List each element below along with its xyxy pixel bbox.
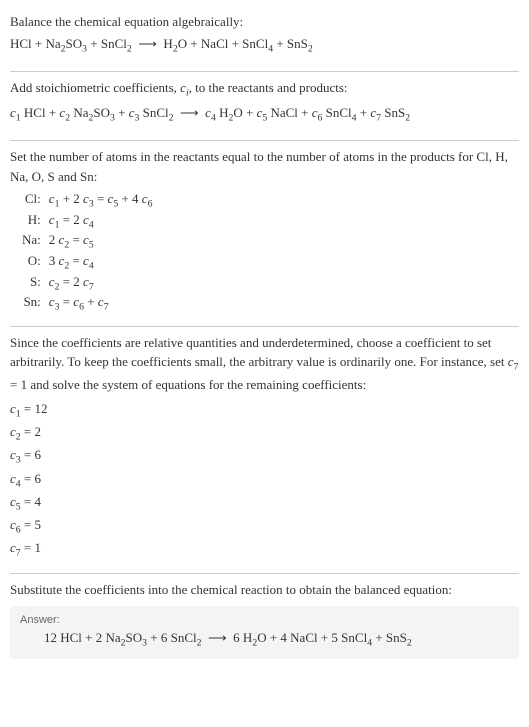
table-row: O:3 c2 = c4 [18,252,156,273]
section-solve: Since the coefficients are relative quan… [10,329,519,572]
element-equation: 2 c2 = c5 [45,231,157,252]
atoms-text: Set the number of atoms in the reactants… [10,147,519,186]
divider [10,573,519,574]
divider [10,71,519,72]
stoich-text: Add stoichiometric coefficients, ci, to … [10,78,519,101]
coeff-line: c2 = 2 [10,422,519,445]
section-answer: Substitute the coefficients into the che… [10,576,519,668]
coeff-line: c3 = 6 [10,445,519,468]
divider [10,326,519,327]
answer-box: Answer: 12 HCl + 2 Na2SO3 + 6 SnCl2 ⟶ 6 … [10,606,519,659]
element-equation: c1 = 2 c4 [45,211,157,232]
element-label: S: [18,273,45,294]
element-label: H: [18,211,45,232]
coeff-line: c1 = 12 [10,399,519,422]
element-label: Na: [18,231,45,252]
table-row: H:c1 = 2 c4 [18,211,156,232]
section-stoich: Add stoichiometric coefficients, ci, to … [10,74,519,138]
coeff-line: c4 = 6 [10,469,519,492]
element-equation: c1 + 2 c3 = c5 + 4 c6 [45,190,157,211]
element-label: Cl: [18,190,45,211]
coeff-line: c5 = 4 [10,492,519,515]
section-atoms: Set the number of atoms in the reactants… [10,143,519,324]
answer-equation: 12 HCl + 2 Na2SO3 + 6 SnCl2 ⟶ 6 H2O + 4 … [20,630,509,649]
coeff-list: c1 = 12c2 = 2c3 = 6c4 = 6c5 = 4c6 = 5c7 … [10,399,519,562]
element-equation: c2 = 2 c7 [45,273,157,294]
element-equation: c3 = c6 + c7 [45,293,157,314]
intro-equation: HCl + Na2SO3 + SnCl2 ⟶ H2O + NaCl + SnCl… [10,34,519,57]
stoich-equation: c1 HCl + c2 Na2SO3 + c3 SnCl2 ⟶ c4 H2O +… [10,103,519,126]
table-row: Na:2 c2 = c5 [18,231,156,252]
intro-text: Balance the chemical equation algebraica… [10,12,519,32]
section-intro: Balance the chemical equation algebraica… [10,8,519,69]
solve-text: Since the coefficients are relative quan… [10,333,519,395]
coeff-line: c6 = 5 [10,515,519,538]
element-label: O: [18,252,45,273]
divider [10,140,519,141]
table-row: Cl:c1 + 2 c3 = c5 + 4 c6 [18,190,156,211]
atoms-table: Cl:c1 + 2 c3 = c5 + 4 c6H:c1 = 2 c4Na:2 … [18,190,156,314]
atoms-rows: Cl:c1 + 2 c3 = c5 + 4 c6H:c1 = 2 c4Na:2 … [18,190,156,314]
element-equation: 3 c2 = c4 [45,252,157,273]
table-row: Sn:c3 = c6 + c7 [18,293,156,314]
answer-label: Answer: [20,614,509,626]
table-row: S:c2 = 2 c7 [18,273,156,294]
element-label: Sn: [18,293,45,314]
coeff-line: c7 = 1 [10,538,519,561]
answer-text: Substitute the coefficients into the che… [10,580,519,600]
